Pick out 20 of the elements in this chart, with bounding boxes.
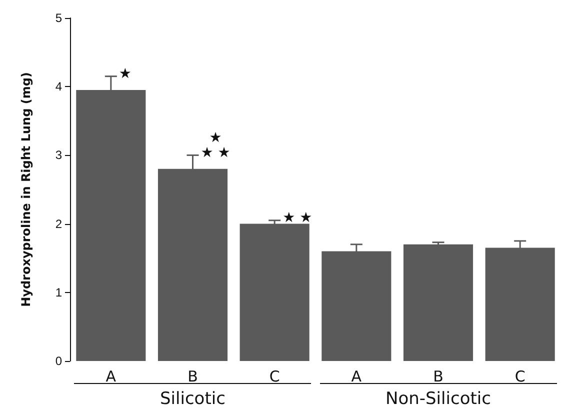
bar bbox=[240, 224, 310, 361]
y-tick-label: 4 bbox=[55, 80, 62, 94]
text: Silicotic bbox=[159, 389, 226, 409]
x-tick-label: B bbox=[188, 368, 198, 386]
y-tick-label: 2 bbox=[55, 216, 62, 231]
annotation: ★ bbox=[118, 66, 132, 82]
y-axis-title: Hydroxyproline in Right Lung (mg) bbox=[19, 72, 33, 307]
y-tick-label: 3 bbox=[55, 148, 62, 162]
annotation: ★ ★ ★ bbox=[200, 130, 230, 162]
y-tick-label: 0 bbox=[55, 354, 62, 368]
x-tick-label: B bbox=[433, 368, 444, 386]
annotation: ★ ★ bbox=[282, 210, 312, 226]
x-tick-label: C bbox=[514, 368, 526, 386]
x-tick-label: A bbox=[106, 368, 117, 386]
y-tick-label: 1 bbox=[55, 285, 62, 300]
x-tick-label: C bbox=[269, 368, 280, 386]
text: Non-Silicotic bbox=[384, 389, 492, 409]
bar bbox=[403, 244, 474, 361]
y-tick-label: 5 bbox=[55, 11, 62, 25]
x-tick-label: A bbox=[351, 368, 362, 386]
